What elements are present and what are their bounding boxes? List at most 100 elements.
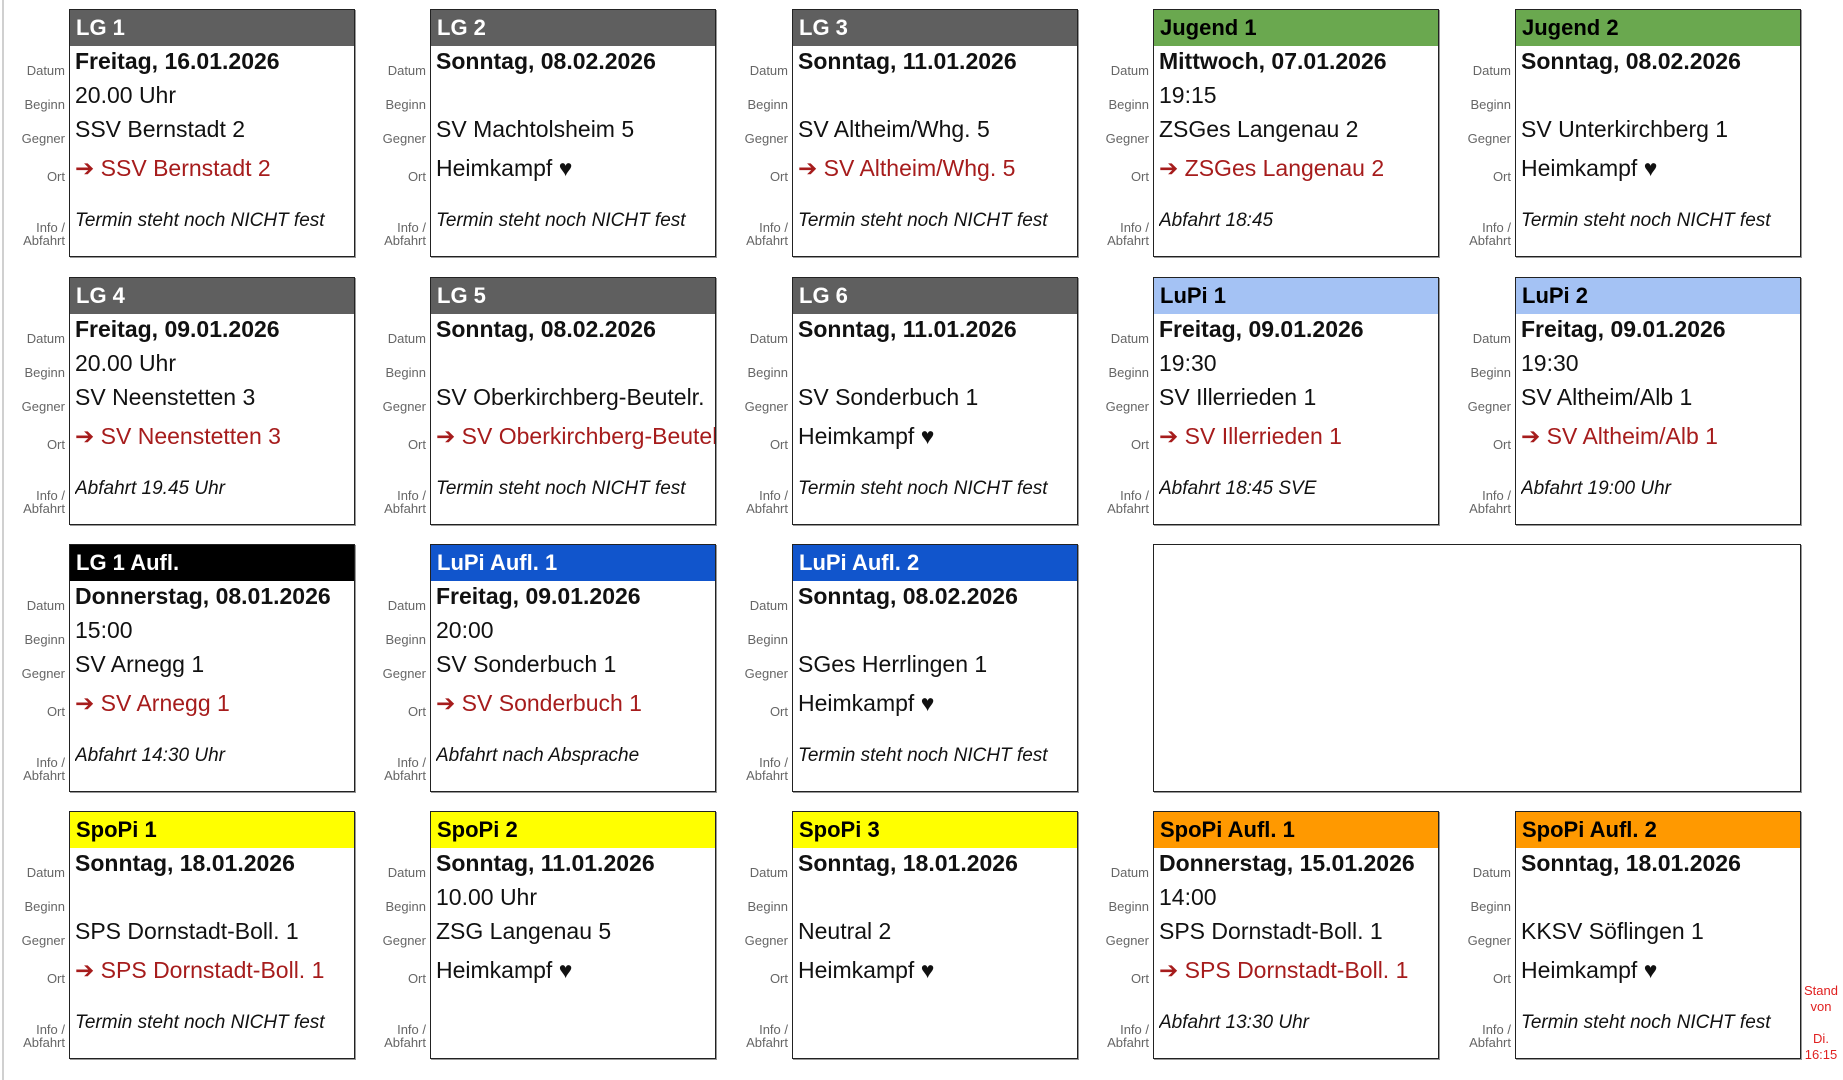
row-label-ort: Ort [769,169,788,184]
row-label-datum: Datum [1472,63,1511,78]
card-location: Heimkampf ♥ [436,957,573,983]
card-header: SpoPi 2 [431,812,715,848]
team-card: LG 1 Freitag, 16.01.2026 20.00 Uhr SSV Bern… [69,9,355,257]
card-info: Abfahrt 19:00 Uhr [1521,478,1671,499]
card-date: Sonntag, 11.01.2026 [436,850,655,876]
card-header: SpoPi 1 [70,812,354,848]
card-start-time: 10.00 Uhr [436,884,538,910]
row-label-gegner: Gegner [1467,131,1511,146]
row-label-info-1: Info / [36,755,65,770]
card-date: Sonntag, 08.02.2026 [436,316,656,342]
card-date: Donnerstag, 08.01.2026 [75,583,331,609]
card-header: LuPi 2 [1516,278,1800,314]
row-label-ort: Ort [46,971,65,986]
row-label-datum: Datum [749,598,788,613]
card-date: Donnerstag, 15.01.2026 [1159,850,1415,876]
card-header: SpoPi Aufl. 2 [1516,812,1800,848]
card-location: ➔ ZSGes Langenau 2 [1159,155,1385,181]
card-date: Freitag, 09.01.2026 [75,316,280,342]
team-card: SpoPi 1 Sonntag, 18.01.2026 SPS Dornstadt-… [69,811,355,1059]
row-label-beginn: Beginn [385,632,426,647]
card-location: Heimkampf ♥ [1521,155,1658,181]
card-header: LG 2 [431,10,715,46]
card-header: Jugend 2 [1516,10,1800,46]
row-label-datum: Datum [1110,865,1149,880]
row-label-beginn: Beginn [747,899,788,914]
stand-line: von [1810,999,1832,1014]
row-label-beginn: Beginn [1108,365,1149,380]
card-header: Jugend 1 [1154,10,1438,46]
card-location: Heimkampf ♥ [798,423,935,449]
card-opponent: SV Altheim/Whg. 5 [798,116,990,142]
row-label-info-1: Info / [1482,488,1511,503]
card-location: Heimkampf ♥ [798,957,935,983]
card-date: Freitag, 09.01.2026 [1159,316,1364,342]
row-label-info-2: Abfahrt [384,1035,426,1050]
row-label-info-1: Info / [36,488,65,503]
card-header: LuPi Aufl. 2 [793,545,1077,581]
card-header: LG 3 [793,10,1077,46]
card-info: Termin steht noch NICHT fest [436,478,686,499]
card-location: ➔ SV Oberkirchberg-Beutelr. [436,423,715,449]
card-opponent: SSV Bernstadt 2 [75,116,246,142]
card-date: Freitag, 09.01.2026 [1521,316,1726,342]
row-label-info-2: Abfahrt [23,233,65,248]
card-header: LuPi 1 [1154,278,1438,314]
row-label-info-2: Abfahrt [1107,501,1149,516]
card-opponent: ZSG Langenau 5 [436,918,612,944]
row-label-info-2: Abfahrt [1469,233,1511,248]
row-label-info-2: Abfahrt [1107,233,1149,248]
card-header: LG 1 Aufl. [70,545,354,581]
team-card: LG 4 Freitag, 09.01.2026 20.00 Uhr SV Neens… [69,277,355,525]
team-card: LG 5 Sonntag, 08.02.2026 SV Oberkirchberg-… [430,277,716,525]
card-start-time: 19:15 [1159,82,1217,108]
card-location: ➔ SV Altheim/Alb 1 [1521,423,1718,449]
row-label-info-2: Abfahrt [1469,1035,1511,1050]
row-label-ort: Ort [407,169,426,184]
row-label-info-1: Info / [1120,1022,1149,1037]
row-label-info-1: Info / [759,220,788,235]
row-labels: Datum Beginn Gegner Ort Info / Abfahrt [1087,277,1149,523]
card-location: ➔ SV Illerrieden 1 [1159,423,1342,449]
row-labels: Datum Beginn Gegner Ort Info / Abfahrt [726,811,788,1057]
card-opponent: SV Oberkirchberg-Beutelr. [436,384,705,410]
team-card: SpoPi Aufl. 2 Sonntag, 18.01.2026 KKSV Söf… [1515,811,1801,1059]
row-label-info-2: Abfahrt [746,233,788,248]
row-label-info-2: Abfahrt [23,1035,65,1050]
card-opponent: SV Altheim/Alb 1 [1521,384,1693,410]
row-label-datum: Datum [387,331,426,346]
team-card: SpoPi 3 Sonntag, 18.01.2026 Neutral 2 Heimk… [792,811,1078,1059]
card-opponent: SPS Dornstadt-Boll. 1 [75,918,299,944]
card-date: Sonntag, 08.02.2026 [798,583,1018,609]
row-labels: Datum Beginn Gegner Ort Info / Abfahrt [1087,811,1149,1057]
team-card: SpoPi 2 Sonntag, 11.01.2026 10.00 Uhr ZSG L… [430,811,716,1059]
empty-card [1153,544,1801,792]
row-label-ort: Ort [769,971,788,986]
row-label-beginn: Beginn [24,97,65,112]
card-location: ➔ SV Sonderbuch 1 [436,690,642,716]
row-label-ort: Ort [769,704,788,719]
card-date: Sonntag, 08.02.2026 [1521,48,1741,74]
card-start-time: 14:00 [1159,884,1217,910]
row-labels: Datum Beginn Gegner Ort Info / Abfahrt [364,277,426,523]
row-label-datum: Datum [1110,63,1149,78]
team-card: Jugend 2 Sonntag, 08.02.2026 SV Unterkirch… [1515,9,1801,257]
team-card: LuPi Aufl. 1 Freitag, 09.01.2026 20:00 SV S… [430,544,716,792]
row-label-ort: Ort [1130,169,1149,184]
card-header: LG 6 [793,278,1077,314]
row-label-beginn: Beginn [24,899,65,914]
row-label-info-2: Abfahrt [23,768,65,783]
card-info: Abfahrt 19.45 Uhr [75,478,225,499]
row-label-info-1: Info / [397,220,426,235]
row-labels: Datum Beginn Gegner Ort Info / Abfahrt [364,544,426,790]
team-card: LuPi Aufl. 2 Sonntag, 08.02.2026 SGes Herr… [792,544,1078,792]
card-header: LG 5 [431,278,715,314]
row-label-ort: Ort [1130,971,1149,986]
team-card: SpoPi Aufl. 1 Donnerstag, 15.01.2026 14:00… [1153,811,1439,1059]
card-location: ➔ SPS Dornstadt-Boll. 1 [1159,957,1409,983]
row-label-ort: Ort [407,704,426,719]
card-location: Heimkampf ♥ [1521,957,1658,983]
row-label-datum: Datum [387,63,426,78]
card-info: Termin steht noch NICHT fest [1521,1012,1771,1033]
row-label-datum: Datum [26,331,65,346]
